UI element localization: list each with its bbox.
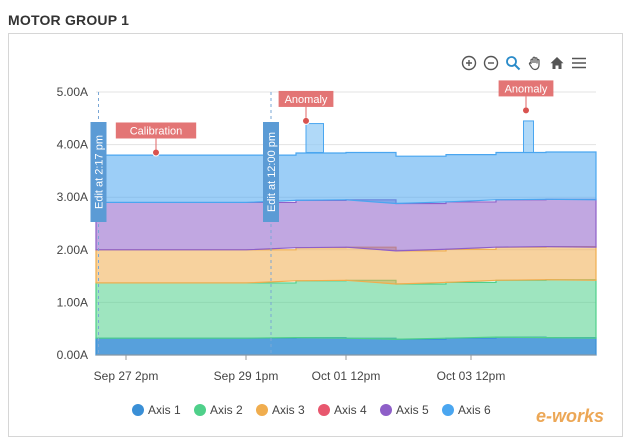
y-tick-label: 5.00A bbox=[57, 85, 88, 99]
annotation-box bbox=[278, 90, 334, 107]
zoom-in-icon[interactable] bbox=[460, 54, 478, 72]
series-area-axis-3 bbox=[95, 246, 597, 285]
eworks-logo: e-works bbox=[536, 406, 605, 426]
y-tick-label: 1.00A bbox=[57, 295, 88, 309]
annotation-point bbox=[522, 106, 530, 115]
home-icon[interactable] bbox=[548, 54, 566, 72]
annotation-label: Anomaly bbox=[285, 94, 328, 106]
edit-marker-label: Edit at 2:17 pm bbox=[90, 122, 107, 222]
annotation-point bbox=[152, 148, 160, 157]
legend-label: Axis 3 bbox=[272, 403, 305, 417]
y-tick-label: 4.00A bbox=[57, 138, 88, 152]
anomaly-spike bbox=[305, 123, 324, 153]
pan-hand-icon[interactable] bbox=[526, 54, 544, 72]
legend-label: Axis 4 bbox=[334, 403, 367, 417]
legend-label: Axis 2 bbox=[210, 403, 243, 417]
y-tick-label: 3.00A bbox=[57, 190, 88, 204]
annotation-label: Calibration bbox=[130, 125, 183, 137]
magnifier-icon[interactable] bbox=[504, 54, 522, 72]
menu-icon[interactable] bbox=[570, 54, 588, 72]
svg-text:Edit at 12:00 pm: Edit at 12:00 pm bbox=[266, 132, 278, 212]
legend-swatch bbox=[442, 404, 454, 416]
legend-swatch bbox=[318, 404, 330, 416]
annotation-label: Anomaly bbox=[505, 83, 548, 95]
legend-swatch bbox=[256, 404, 268, 416]
y-tick-label: 2.00A bbox=[57, 243, 88, 257]
series-area-axis-6 bbox=[95, 151, 597, 205]
x-tick-label: Oct 01 12pm bbox=[312, 369, 381, 383]
y-tick-label: 0.00A bbox=[57, 348, 88, 362]
legend-label: Axis 5 bbox=[396, 403, 429, 417]
panel-title: MOTOR GROUP 1 bbox=[8, 12, 130, 28]
annotation-box bbox=[498, 80, 554, 97]
edit-marker-label: Edit at 12:00 pm bbox=[263, 122, 279, 222]
x-tick-label: Oct 03 12pm bbox=[437, 369, 506, 383]
legend-label: Axis 6 bbox=[458, 403, 491, 417]
chart-toolbar bbox=[460, 54, 588, 72]
svg-text:Edit at 2:17 pm: Edit at 2:17 pm bbox=[94, 135, 106, 209]
annotation-box bbox=[115, 122, 197, 139]
legend-swatch bbox=[380, 404, 392, 416]
legend-swatch bbox=[194, 404, 206, 416]
legend-label: Axis 1 bbox=[148, 403, 181, 417]
zoom-out-icon[interactable] bbox=[482, 54, 500, 72]
series-area-axis-1 bbox=[95, 336, 597, 356]
series-area-axis-2 bbox=[95, 279, 597, 340]
x-tick-label: Sep 27 2pm bbox=[94, 369, 159, 383]
annotation-point bbox=[302, 116, 310, 125]
x-tick-label: Sep 29 1pm bbox=[214, 369, 279, 383]
series-area-axis-5 bbox=[95, 198, 597, 252]
legend-swatch bbox=[132, 404, 144, 416]
anomaly-spike bbox=[523, 120, 534, 153]
